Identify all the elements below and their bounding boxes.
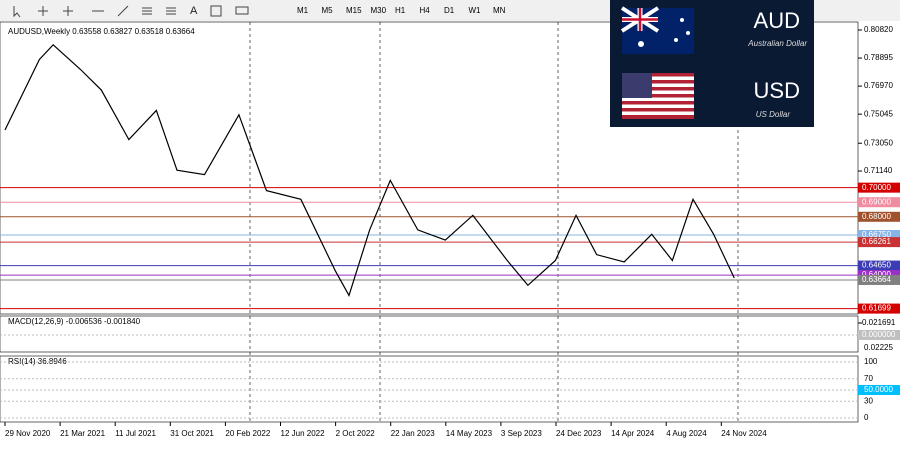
rsi-pane bbox=[0, 355, 859, 423]
date-label: 14 May 2023 bbox=[446, 429, 493, 438]
price-label: 0.75045 bbox=[864, 109, 893, 118]
level-label: 0.63664 bbox=[862, 275, 891, 284]
timeframe-button[interactable]: W1 bbox=[469, 6, 482, 15]
macd-scale-label: 0.02225 bbox=[864, 343, 893, 352]
timeframe-button[interactable]: D1 bbox=[444, 6, 455, 15]
level-label: 0.64000 bbox=[862, 270, 891, 279]
rsi-level-label: 30 bbox=[864, 396, 873, 405]
quote-name: US Dollar bbox=[756, 110, 791, 119]
level-box bbox=[858, 303, 900, 314]
banner: AUD Australian Dollar USD US Dollar bbox=[610, 0, 814, 127]
date-label: 2 Oct 2022 bbox=[336, 429, 376, 438]
price-line bbox=[4, 44, 735, 297]
rsi-level-label: 100 bbox=[864, 357, 878, 366]
timeframe-button[interactable]: M5 bbox=[322, 6, 334, 15]
rsi-level-label: 70 bbox=[864, 374, 873, 383]
rsi-level-label: 50.0000 bbox=[864, 385, 893, 394]
level-label: 0.70000 bbox=[862, 183, 891, 192]
level-box bbox=[858, 182, 900, 193]
date-label: 24 Dec 2023 bbox=[556, 429, 602, 438]
timeframe-button[interactable]: H1 bbox=[395, 6, 406, 15]
quote-code: USD bbox=[754, 78, 800, 103]
svg-text:A: A bbox=[190, 5, 198, 17]
macd-scale-label: 0.000000 bbox=[862, 330, 896, 339]
date-label: 29 Nov 2020 bbox=[5, 429, 51, 438]
timeframe-button[interactable]: H4 bbox=[420, 6, 431, 15]
price-label: 0.80820 bbox=[864, 25, 893, 34]
level-box bbox=[858, 229, 900, 240]
rsi-level-label: 0 bbox=[864, 413, 869, 422]
date-label: 22 Jan 2023 bbox=[391, 429, 436, 438]
level-box bbox=[858, 274, 900, 285]
date-label: 21 Mar 2021 bbox=[60, 429, 105, 438]
macd-label: MACD(12,26,9) -0.006536 -0.001840 bbox=[8, 317, 141, 326]
price-label: 0.73050 bbox=[864, 138, 893, 147]
date-label: 11 Jul 2021 bbox=[115, 429, 156, 438]
date-label: 31 Oct 2021 bbox=[170, 429, 214, 438]
level-label: 0.66261 bbox=[862, 237, 891, 246]
price-label: 0.78895 bbox=[864, 53, 893, 62]
rsi-level-box bbox=[858, 385, 900, 395]
level-box bbox=[858, 197, 900, 208]
base-name: Australian Dollar bbox=[747, 39, 807, 48]
date-label: 12 Jun 2022 bbox=[281, 429, 326, 438]
timeframe-button[interactable]: M30 bbox=[371, 6, 387, 15]
level-label: 0.61699 bbox=[862, 304, 891, 313]
timeframe-button[interactable]: M1 bbox=[297, 6, 309, 15]
level-box bbox=[858, 237, 900, 248]
tool-icons: A bbox=[13, 5, 249, 18]
date-label: 20 Feb 2022 bbox=[225, 429, 270, 438]
date-label: 3 Sep 2023 bbox=[501, 429, 542, 438]
level-label: 0.68000 bbox=[862, 212, 891, 221]
date-label: 4 Aug 2024 bbox=[666, 429, 707, 438]
macd-zero-box bbox=[858, 330, 900, 340]
price-label: 0.76970 bbox=[864, 81, 893, 90]
price-label: 0.71140 bbox=[864, 166, 893, 175]
timeframe-button[interactable]: M15 bbox=[346, 6, 362, 15]
macd-pane bbox=[0, 315, 859, 353]
base-code: AUD bbox=[754, 8, 800, 33]
level-box bbox=[858, 211, 900, 222]
date-label: 24 Nov 2024 bbox=[721, 429, 767, 438]
symbol-info: AUDUSD,Weekly 0.63558 0.63827 0.63518 0.… bbox=[8, 27, 195, 36]
level-label: 0.64650 bbox=[862, 261, 891, 270]
level-label: 0.66750 bbox=[862, 230, 891, 239]
timeframe-button[interactable]: MN bbox=[493, 6, 506, 15]
level-label: 0.69000 bbox=[862, 197, 891, 206]
date-label: 14 Apr 2024 bbox=[611, 429, 655, 438]
level-box bbox=[858, 260, 900, 271]
macd-scale-label: 0.021691 bbox=[862, 318, 896, 327]
